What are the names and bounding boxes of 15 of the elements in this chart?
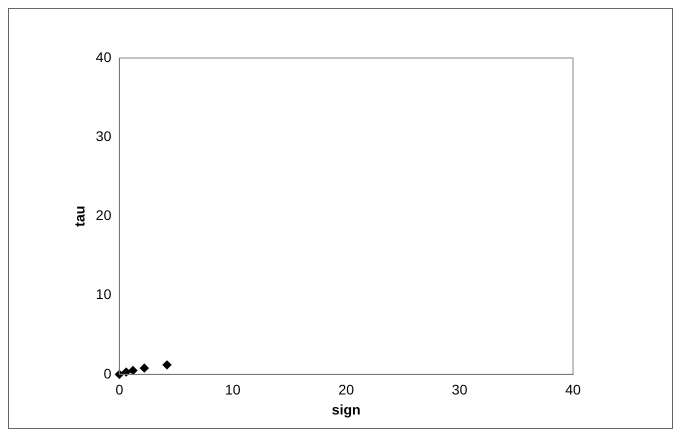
x-tick-label: 20 [338,382,354,398]
y-tick-label: 0 [104,365,112,382]
y-tick-label: 20 [96,207,112,224]
x-axis-title: sign [332,401,361,418]
y-tick-label: 30 [96,128,112,144]
x-tick-label: 10 [224,382,241,398]
x-tick-label: 0 [115,382,124,398]
x-tick-label: 30 [452,382,468,398]
y-tick-label: 10 [96,286,112,302]
point [128,366,138,375]
y-tick-label: 40 [96,48,112,65]
x-tick-label: 40 [565,382,581,398]
point [140,364,149,373]
point [162,360,172,370]
y-axis-title: tau [71,206,88,227]
